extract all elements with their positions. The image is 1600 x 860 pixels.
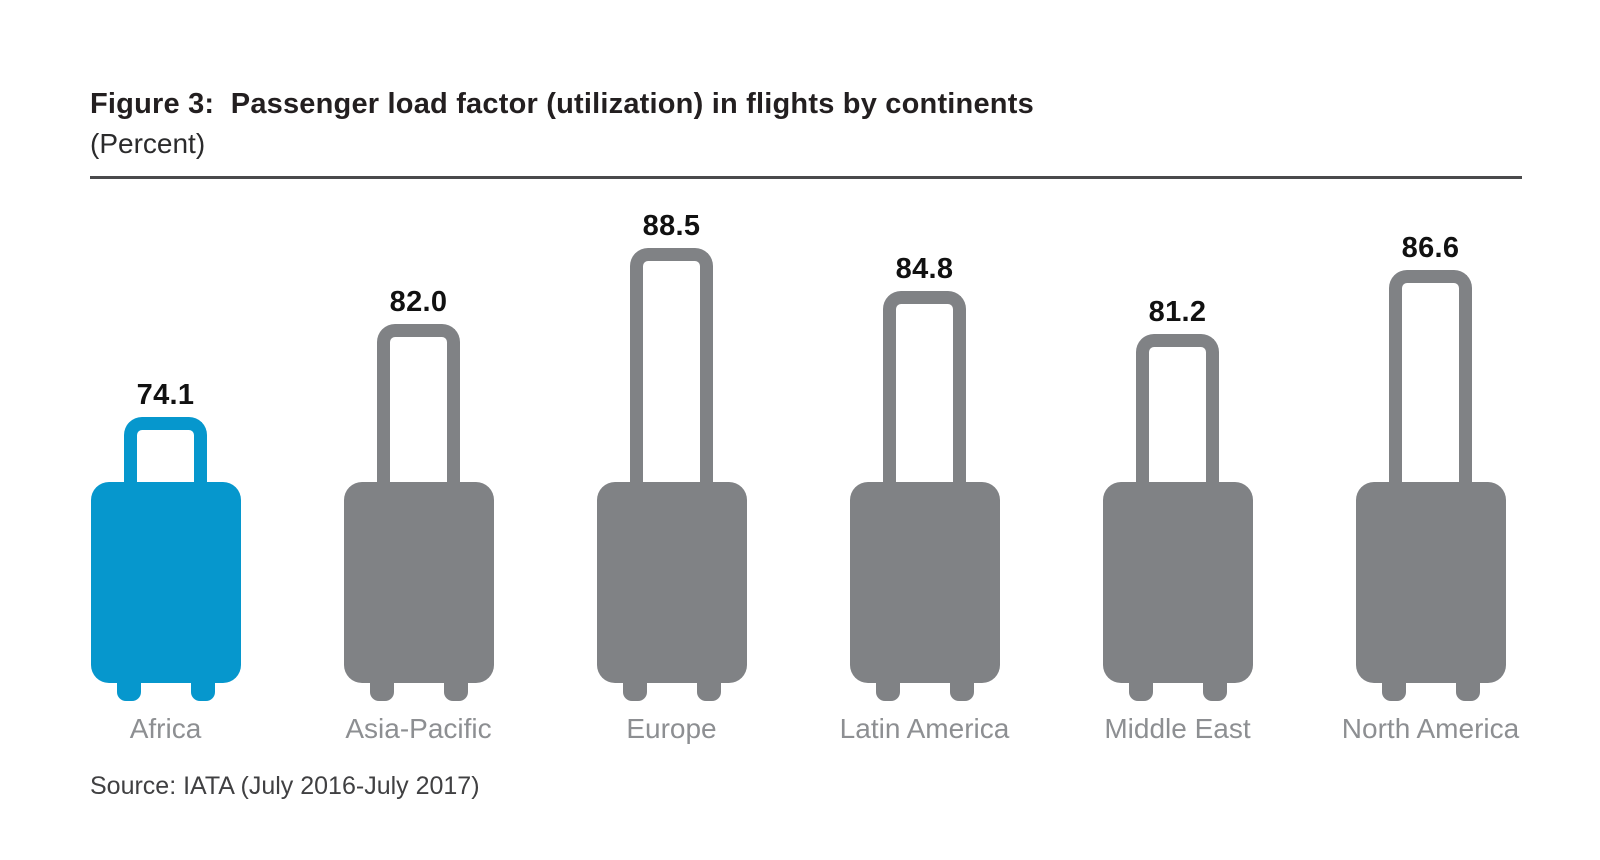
suitcase-column-europe: 88.5 Europe <box>545 180 798 760</box>
figure-title: Figure 3: Passenger load factor (utiliza… <box>90 88 1034 120</box>
suitcase-wheel-icon <box>876 680 900 701</box>
suitcase-wheel-icon <box>1382 680 1406 701</box>
value-label: 86.6 <box>1401 232 1460 264</box>
suitcase-wheel-icon <box>444 680 468 701</box>
suitcase-handle-icon <box>630 248 713 496</box>
suitcase-wheel-icon <box>1129 680 1153 701</box>
figure-header: Figure 3: Passenger load factor (utiliza… <box>90 84 1530 164</box>
suitcase-wheel-icon <box>950 680 974 701</box>
figure-subtitle: (Percent) <box>90 128 206 159</box>
suitcase-body-icon <box>344 482 494 683</box>
suitcase-body-icon <box>1356 482 1506 683</box>
category-label: Middle East <box>1104 713 1251 744</box>
suitcase-handle-icon <box>1136 334 1219 496</box>
suitcase-wheel-icon <box>697 680 721 701</box>
category-label: North America <box>1341 713 1520 744</box>
value-label: 84.8 <box>895 253 954 285</box>
category-label: Europe <box>626 713 717 744</box>
value-label: 88.5 <box>642 210 701 242</box>
suitcase-handle-icon <box>883 291 966 496</box>
category-label: Latin America <box>839 713 1010 744</box>
suitcase-column-latin-america: 84.8 Latin America <box>798 180 1051 760</box>
category-label: Asia-Pacific <box>345 713 492 744</box>
suitcase-handle-icon <box>377 324 460 496</box>
suitcase-wheel-icon <box>117 680 141 701</box>
suitcase-wheel-icon <box>1203 680 1227 701</box>
header-divider <box>90 176 1522 179</box>
source-note: Source: IATA (July 2016-July 2017) <box>90 772 480 800</box>
suitcase-wheel-icon <box>370 680 394 701</box>
suitcase-body-icon <box>597 482 747 683</box>
suitcase-wheel-icon <box>1456 680 1480 701</box>
suitcase-column-africa: 74.1 Africa <box>39 180 292 760</box>
suitcase-chart: 74.1 Africa 82.0 Asia-Pacific 88.5 Europe 84.8… <box>39 180 1557 760</box>
suitcase-body-icon <box>1103 482 1253 683</box>
suitcase-column-north-america: 86.6 North America <box>1304 180 1557 760</box>
suitcase-handle-icon <box>124 417 207 496</box>
suitcase-column-middle-east: 81.2 Middle East <box>1051 180 1304 760</box>
suitcase-wheel-icon <box>623 680 647 701</box>
value-label: 82.0 <box>389 286 448 318</box>
suitcase-body-icon <box>850 482 1000 683</box>
suitcase-body-icon <box>91 482 241 683</box>
category-label: Africa <box>129 713 202 744</box>
suitcase-handle-icon <box>1389 270 1472 496</box>
suitcase-column-asia-pacific: 82.0 Asia-Pacific <box>292 180 545 760</box>
value-label: 74.1 <box>136 379 195 411</box>
suitcase-wheel-icon <box>191 680 215 701</box>
value-label: 81.2 <box>1148 296 1207 328</box>
